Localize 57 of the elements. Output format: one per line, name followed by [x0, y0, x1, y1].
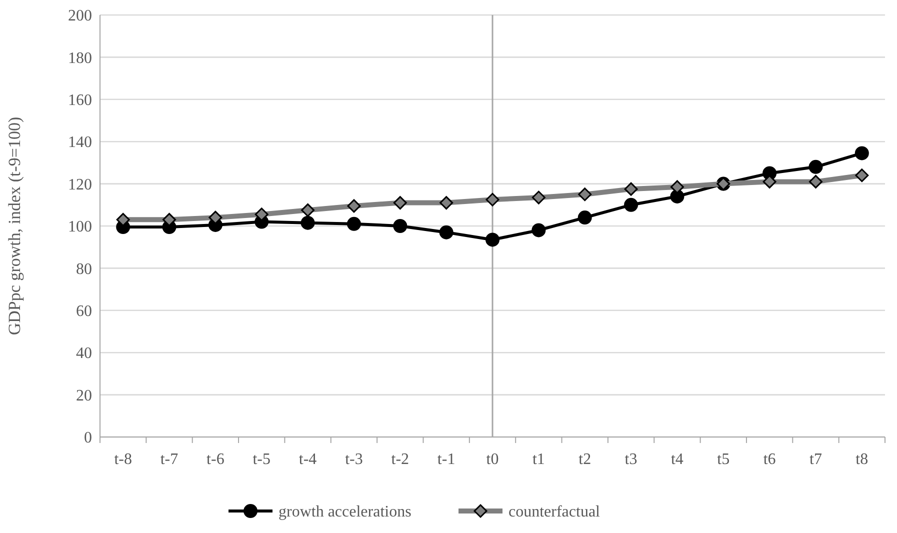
y-axis-title: GDPpc growth, index (t-9=100) — [5, 116, 24, 336]
point — [624, 182, 638, 196]
point — [762, 174, 776, 188]
point — [208, 210, 222, 224]
point — [300, 216, 315, 230]
x-tick-label: t3 — [624, 451, 638, 468]
point — [301, 203, 315, 217]
point — [808, 160, 823, 174]
y-tick-label: 100 — [68, 218, 92, 236]
x-tick-label: t5 — [717, 451, 730, 468]
x-tick-label: t-5 — [252, 451, 271, 468]
point — [393, 196, 407, 210]
point — [439, 225, 454, 240]
point — [854, 146, 869, 160]
y-tick-label: 120 — [68, 176, 92, 194]
point — [440, 196, 454, 210]
point — [116, 212, 130, 226]
point — [393, 219, 408, 233]
point — [347, 199, 361, 213]
point — [670, 180, 684, 194]
point — [578, 210, 592, 225]
x-tick-label: t-2 — [391, 451, 410, 468]
x-tick-label: t-8 — [114, 451, 132, 468]
point — [578, 188, 592, 202]
point — [254, 208, 268, 222]
x-tick-label: t0 — [486, 451, 499, 468]
y-tick-label: 0 — [84, 430, 92, 447]
point — [624, 198, 638, 212]
y-tick-label: 160 — [68, 92, 92, 109]
y-tick-label: 200 — [68, 8, 92, 25]
y-tick-label: 40 — [76, 345, 92, 362]
x-tick-label: t-3 — [345, 451, 363, 468]
legend-label: counterfactual — [508, 504, 601, 521]
point — [808, 174, 822, 188]
y-tick-label: 60 — [76, 303, 92, 320]
y-tick-label: 20 — [76, 387, 92, 404]
x-tick-label: t2 — [578, 451, 592, 468]
y-tick-label: 180 — [68, 50, 92, 67]
point — [532, 223, 546, 238]
y-tick-label: 80 — [76, 260, 92, 278]
legend-label: growth accelerations — [278, 504, 412, 521]
x-tick-label: t1 — [532, 451, 545, 468]
point — [855, 168, 869, 182]
x-tick-label: t4 — [670, 451, 684, 468]
x-tick-label: t7 — [810, 451, 822, 468]
point — [162, 212, 176, 226]
point — [346, 216, 361, 231]
x-tick-label: t-7 — [160, 451, 178, 468]
x-tick-label: t-4 — [298, 451, 317, 468]
y-tick-label: 140 — [68, 134, 92, 152]
x-tick-label: t-6 — [206, 451, 224, 468]
point — [486, 232, 500, 247]
x-tick-label: t-1 — [437, 451, 456, 468]
x-tick-label: t6 — [763, 451, 776, 468]
x-tick-label: t8 — [856, 451, 868, 468]
point — [486, 192, 500, 206]
point — [532, 190, 546, 204]
